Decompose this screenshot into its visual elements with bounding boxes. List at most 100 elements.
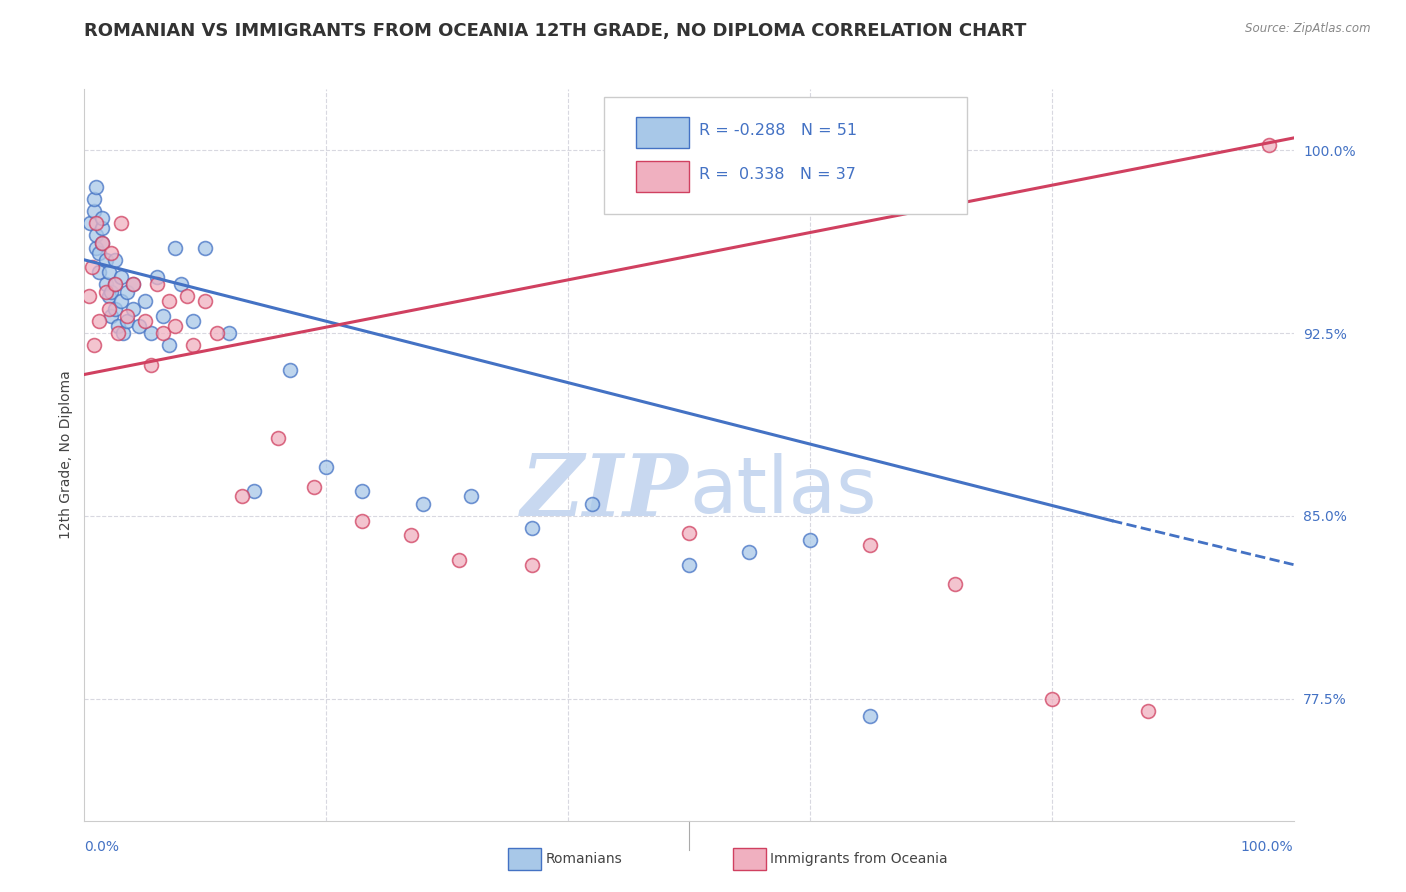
Text: ZIP: ZIP: [522, 450, 689, 533]
Point: [128, 318, 150, 333]
Point: [100, 285, 122, 299]
Text: Immigrants from Oceania: Immigrants from Oceania: [770, 852, 948, 866]
Point: [100, 245, 122, 260]
Point: [97, 289, 120, 303]
Text: R =  0.338   N = 37: R = 0.338 N = 37: [699, 168, 855, 182]
Point: [77, 289, 100, 303]
Point: [97, 265, 120, 279]
Point: [449, 553, 471, 567]
Point: [799, 533, 821, 548]
Point: [94, 285, 117, 299]
Point: [139, 326, 162, 340]
Point: [134, 314, 156, 328]
Point: [104, 252, 127, 267]
Point: [859, 538, 882, 552]
Point: [152, 309, 174, 323]
Point: [352, 514, 374, 528]
Text: 0.0%: 0.0%: [84, 840, 120, 855]
Point: [139, 358, 162, 372]
Point: [242, 484, 264, 499]
Point: [115, 285, 138, 299]
Y-axis label: 12th Grade, No Diploma: 12th Grade, No Diploma: [59, 370, 73, 540]
Point: [1137, 704, 1160, 718]
Point: [152, 326, 174, 340]
Point: [218, 326, 240, 340]
Point: [87, 314, 110, 328]
Point: [1040, 691, 1063, 706]
Point: [157, 294, 180, 309]
Point: [302, 480, 325, 494]
FancyBboxPatch shape: [636, 117, 689, 148]
Point: [738, 545, 761, 559]
FancyBboxPatch shape: [605, 96, 967, 213]
Point: [278, 362, 301, 376]
Point: [104, 277, 127, 292]
Text: ROMANIAN VS IMMIGRANTS FROM OCEANIA 12TH GRADE, NO DIPLOMA CORRELATION CHART: ROMANIAN VS IMMIGRANTS FROM OCEANIA 12TH…: [84, 22, 1026, 40]
Point: [181, 338, 204, 352]
Point: [520, 558, 543, 572]
Point: [170, 277, 193, 292]
Point: [315, 460, 337, 475]
Point: [79, 216, 101, 230]
Point: [181, 314, 204, 328]
Point: [80, 260, 103, 275]
Point: [678, 558, 700, 572]
Point: [412, 497, 434, 511]
Point: [194, 294, 217, 309]
Point: [83, 192, 105, 206]
Point: [115, 314, 138, 328]
Point: [121, 277, 143, 292]
Point: [86, 228, 108, 243]
Point: [91, 235, 114, 250]
Point: [207, 326, 229, 340]
Point: [86, 241, 108, 255]
Point: [581, 497, 603, 511]
Point: [146, 269, 169, 284]
Point: [110, 294, 132, 309]
Point: [678, 525, 700, 540]
Point: [110, 269, 132, 284]
Point: [104, 277, 127, 292]
Point: [121, 301, 143, 316]
Point: [87, 245, 110, 260]
FancyBboxPatch shape: [636, 161, 689, 192]
Text: Romanians: Romanians: [546, 852, 623, 866]
Text: Source: ZipAtlas.com: Source: ZipAtlas.com: [1246, 22, 1371, 36]
Point: [104, 301, 127, 316]
Point: [86, 216, 108, 230]
Point: [176, 289, 198, 303]
Point: [520, 521, 543, 535]
Point: [1258, 138, 1281, 153]
Point: [146, 277, 169, 292]
Point: [859, 708, 882, 723]
Point: [97, 301, 120, 316]
Text: R = -0.288   N = 51: R = -0.288 N = 51: [699, 123, 856, 138]
Point: [100, 309, 122, 323]
Point: [121, 277, 143, 292]
Point: [83, 338, 105, 352]
Point: [460, 489, 482, 503]
Point: [94, 252, 117, 267]
Point: [91, 221, 114, 235]
Point: [943, 577, 966, 591]
Point: [112, 326, 135, 340]
Text: atlas: atlas: [689, 453, 876, 530]
Point: [86, 179, 108, 194]
Point: [134, 294, 156, 309]
Text: 100.0%: 100.0%: [1241, 840, 1294, 855]
Point: [83, 204, 105, 219]
Point: [107, 318, 129, 333]
Point: [91, 235, 114, 250]
Point: [194, 241, 217, 255]
Point: [107, 326, 129, 340]
Point: [157, 338, 180, 352]
Point: [231, 489, 253, 503]
Point: [94, 277, 117, 292]
Point: [91, 211, 114, 226]
Point: [267, 431, 290, 445]
Point: [87, 265, 110, 279]
Point: [352, 484, 374, 499]
Point: [399, 528, 422, 542]
Point: [163, 318, 186, 333]
Point: [115, 309, 138, 323]
